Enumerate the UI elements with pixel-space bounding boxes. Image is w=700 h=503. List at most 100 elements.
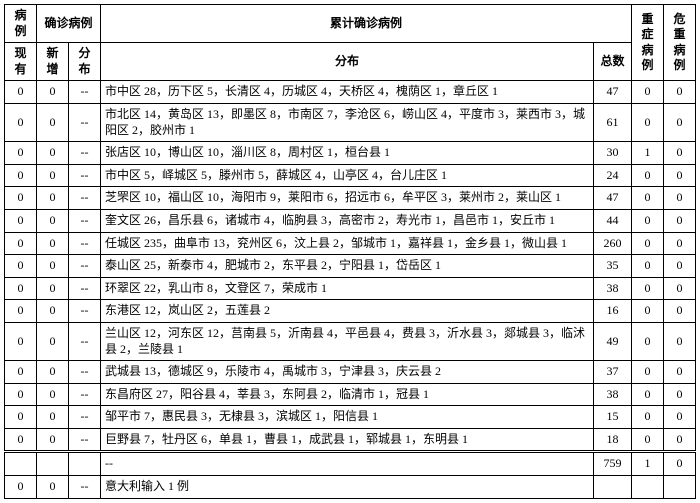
subcol-dist: 分布 [69, 43, 101, 81]
cell-existing: 0 [5, 142, 37, 165]
cell-severe: 0 [632, 322, 664, 360]
cell-new [37, 452, 69, 476]
table-row: 00--兰山区 12，河东区 12，莒南县 5，沂南县 4，平邑县 4，费县 3… [5, 322, 696, 360]
cell-existing: 0 [5, 255, 37, 278]
cell-dist: -- [69, 164, 101, 187]
cell-distribution: 芝罘区 10，福山区 10，海阳市 9，莱阳市 6，招远市 6，牟平区 3，莱州… [101, 187, 594, 210]
cell-severe: 0 [632, 103, 664, 141]
table-row: 00--市中区 5，峄城区 5，滕州市 5，薛城区 4，山亭区 4，台儿庄区 1… [5, 164, 696, 187]
table-body: 00--市中区 28，历下区 5，长清区 4，历城区 4，天桥区 4，槐荫区 1… [5, 81, 696, 498]
cell-existing: 0 [5, 406, 37, 429]
cell-distribution: 市中区 5，峄城区 5，滕州市 5，薛城区 4，山亭区 4，台儿庄区 1 [101, 164, 594, 187]
table-row: 00--武城县 13，德城区 9，乐陵市 4，禹城市 3，宁津县 3，庆云县 2… [5, 361, 696, 384]
cell-critical: 0 [664, 164, 696, 187]
table-header: 病例 确诊病例 累计确诊病例 重症病例 危重病例 现有 新增 分布 分布 总数 [5, 5, 696, 81]
cell-total: 47 [593, 81, 631, 104]
table-row: 00--环翠区 22，乳山市 8，文登区 7，荣成市 13800 [5, 277, 696, 300]
cell-distribution: 武城县 13，德城区 9，乐陵市 4，禹城市 3，宁津县 3，庆云县 2 [101, 361, 594, 384]
table-row: 00--市北区 14，黄岛区 13，即墨区 8，市南区 7，李沧区 6，崂山区 … [5, 103, 696, 141]
cell-distribution: 环翠区 22，乳山市 8，文登区 7，荣成市 1 [101, 277, 594, 300]
cell-severe: 0 [632, 277, 664, 300]
cell-existing: 0 [5, 476, 37, 499]
cell-critical: 0 [664, 406, 696, 429]
cell-severe [632, 476, 664, 499]
cell-dist [69, 452, 101, 476]
cell-dist: -- [69, 428, 101, 452]
cell-new: 0 [37, 277, 69, 300]
cell-severe: 0 [632, 81, 664, 104]
cell-severe: 0 [632, 361, 664, 384]
table-row: 00--奎文区 26，昌乐县 6，诸城市 4，临朐县 3，高密市 2，寿光市 1… [5, 209, 696, 232]
cell-existing: 0 [5, 209, 37, 232]
cell-existing: 0 [5, 300, 37, 323]
cell-dist: -- [69, 300, 101, 323]
cell-new: 0 [37, 361, 69, 384]
subcol-existing: 现有 [5, 43, 37, 81]
col-cumulative: 累计确诊病例 [101, 5, 632, 43]
cell-distribution: 奎文区 26，昌乐县 6，诸城市 4，临朐县 3，高密市 2，寿光市 1，昌邑市… [101, 209, 594, 232]
cell-total: 24 [593, 164, 631, 187]
cell-total: 61 [593, 103, 631, 141]
cell-distribution: 巨野县 7，牡丹区 6，单县 1，曹县 1，成武县 1，郓城县 1，东明县 1 [101, 428, 594, 452]
cell-critical [664, 476, 696, 499]
cell-new: 0 [37, 322, 69, 360]
cell-existing: 0 [5, 428, 37, 452]
cell-dist: -- [69, 322, 101, 360]
table-row: 00--芝罘区 10，福山区 10，海阳市 9，莱阳市 6，招远市 6，牟平区 … [5, 187, 696, 210]
cell-existing: 0 [5, 383, 37, 406]
table-row: 00--张店区 10，博山区 10，淄川区 8，周村区 1，桓台县 13010 [5, 142, 696, 165]
cell-dist: -- [69, 209, 101, 232]
cell-critical: 0 [664, 142, 696, 165]
cell-critical: 0 [664, 452, 696, 476]
col-confirmed: 确诊病例 [37, 5, 101, 43]
cell-severe: 0 [632, 300, 664, 323]
cell-critical: 0 [664, 361, 696, 384]
cell-distribution: 泰山区 25，新泰市 4，肥城市 2，东平县 2，宁阳县 1，岱岳区 1 [101, 255, 594, 278]
cell-critical: 0 [664, 383, 696, 406]
cell-total: 44 [593, 209, 631, 232]
cell-severe: 1 [632, 142, 664, 165]
cell-new: 0 [37, 164, 69, 187]
cell-critical: 0 [664, 322, 696, 360]
cell-existing [5, 452, 37, 476]
cell-distribution: 张店区 10，博山区 10，淄川区 8，周村区 1，桓台县 1 [101, 142, 594, 165]
cell-distribution: -- [101, 452, 594, 476]
cell-new: 0 [37, 383, 69, 406]
cell-severe: 0 [632, 406, 664, 429]
cell-dist: -- [69, 277, 101, 300]
cell-new: 0 [37, 209, 69, 232]
cell-severe: 1 [632, 452, 664, 476]
cell-total: 37 [593, 361, 631, 384]
cell-dist: -- [69, 406, 101, 429]
table-row: 00--意大利输入 1 例 [5, 476, 696, 499]
cell-severe: 0 [632, 428, 664, 452]
cell-distribution: 市中区 28，历下区 5，长清区 4，历城区 4，天桥区 4，槐荫区 1，章丘区… [101, 81, 594, 104]
table-row: 00--巨野县 7，牡丹区 6，单县 1，曹县 1，成武县 1，郓城县 1，东明… [5, 428, 696, 452]
cell-new: 0 [37, 81, 69, 104]
cell-total: 38 [593, 277, 631, 300]
col-critical: 危重病例 [664, 5, 696, 81]
cell-critical: 0 [664, 300, 696, 323]
cell-dist: -- [69, 232, 101, 255]
cell-new: 0 [37, 142, 69, 165]
table-row: 00--泰山区 25，新泰市 4，肥城市 2，东平县 2，宁阳县 1，岱岳区 1… [5, 255, 696, 278]
cell-dist: -- [69, 81, 101, 104]
cell-existing: 0 [5, 232, 37, 255]
cell-severe: 0 [632, 232, 664, 255]
cell-total: 260 [593, 232, 631, 255]
cell-critical: 0 [664, 209, 696, 232]
cell-total: 30 [593, 142, 631, 165]
cell-dist: -- [69, 103, 101, 141]
subcol-total: 总数 [593, 43, 631, 81]
cell-total: 15 [593, 406, 631, 429]
cell-new: 0 [37, 103, 69, 141]
cell-distribution: 市北区 14，黄岛区 13，即墨区 8，市南区 7，李沧区 6，崂山区 4，平度… [101, 103, 594, 141]
cell-severe: 0 [632, 164, 664, 187]
cell-total: 49 [593, 322, 631, 360]
cell-new: 0 [37, 232, 69, 255]
cell-distribution: 任城区 235，曲阜市 13，兖州区 6，汶上县 2，邹城市 1，嘉祥县 1，金… [101, 232, 594, 255]
cell-distribution: 意大利输入 1 例 [101, 476, 594, 499]
cell-critical: 0 [664, 232, 696, 255]
cell-new: 0 [37, 428, 69, 452]
cell-critical: 0 [664, 103, 696, 141]
